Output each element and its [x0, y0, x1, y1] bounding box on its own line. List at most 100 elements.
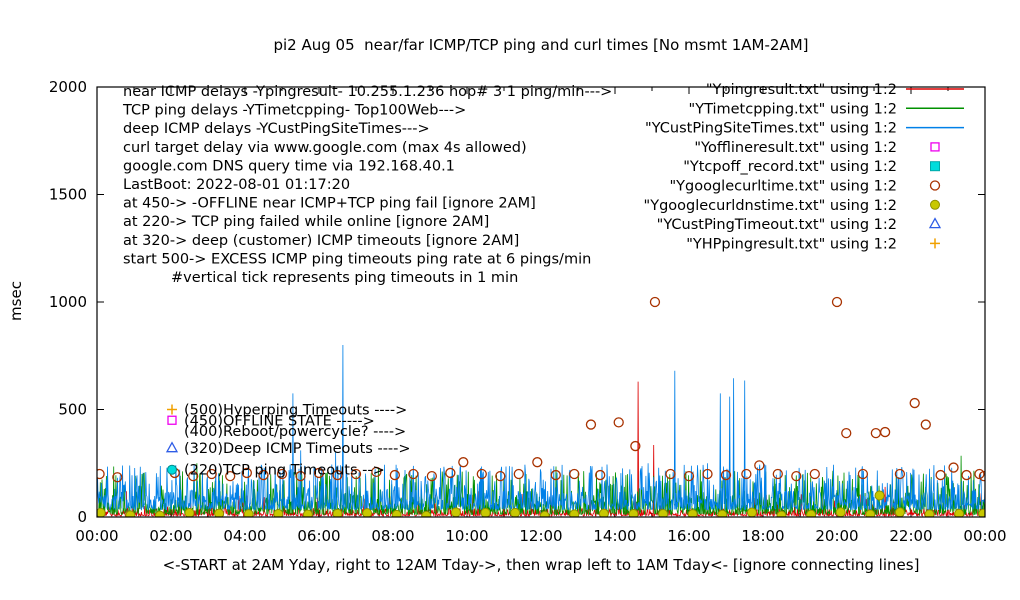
- circle-filled-marker: [954, 508, 965, 517]
- circle-open-marker: [665, 468, 676, 480]
- circle-open-marker: [585, 419, 597, 430]
- series-layer: [97, 296, 985, 517]
- circle-open-marker: [702, 468, 713, 480]
- circle-filled-marker: [628, 509, 639, 517]
- legend-label: "Ygooglecurltime.txt" using 1:2: [670, 179, 898, 195]
- circle-open-marker: [350, 468, 362, 480]
- x-tick-label: 10:00: [445, 527, 488, 545]
- circle-filled-marker: [510, 507, 521, 517]
- legend-label: "Yofflineresult.txt" using 1:2: [694, 140, 897, 156]
- circle-filled-marker: [184, 507, 195, 517]
- circle-open-marker: [532, 457, 543, 468]
- circle-open-marker: [935, 469, 946, 481]
- circle-filled-marker: [746, 507, 757, 517]
- legend-label: "YCustPingTimeout.txt" using 1:2: [657, 217, 897, 233]
- circle-open-marker: [948, 462, 959, 473]
- legend-label: "YTimetcpping.txt" using 1:2: [689, 101, 897, 117]
- level-label: (320)Deep ICMP Timeouts ---->: [184, 441, 411, 457]
- series-Ygooglecurldnstime.txt: [97, 490, 985, 517]
- circle-filled-marker: [569, 509, 580, 517]
- level-label: (450)OFFLINE STATE ----->: [184, 413, 375, 429]
- circle-filled-marker: [776, 510, 787, 517]
- circle-filled-marker: [450, 507, 461, 517]
- info-line: at 220-> TCP ping failed while online [i…: [123, 214, 489, 230]
- circle-open-marker: [894, 468, 906, 480]
- info-line: google.com DNS query time via 192.168.40…: [123, 158, 455, 174]
- legend-item: "Ygooglecurldnstime.txt" using 1:2: [644, 198, 940, 214]
- circle-open-marker: [569, 468, 580, 480]
- legend-item: "YHPpingresult.txt" using 1:2: [686, 236, 940, 252]
- circle-filled-marker: [391, 509, 402, 517]
- circle-filled-marker: [930, 199, 940, 210]
- circle-filled-marker: [214, 508, 225, 517]
- circle-filled-marker: [865, 509, 876, 517]
- legend-item: "Ytcpoff_record.txt" using 1:2: [683, 159, 940, 175]
- circle-open-marker: [313, 467, 325, 479]
- circle-open-marker: [371, 466, 382, 478]
- circle-open-marker: [831, 296, 843, 308]
- circle-open-marker: [445, 467, 456, 479]
- annotations: near ICMP delays -Ypingresult- 10.255.1.…: [122, 84, 612, 479]
- series-YCustPingSiteTimes.txt: [97, 344, 985, 511]
- info-line: at 450-> -OFFLINE near ICMP+TCP ping fai…: [123, 196, 536, 212]
- circle-filled-marker: [598, 508, 609, 517]
- circle-open-marker: [841, 427, 852, 439]
- circle-filled-marker: [154, 510, 165, 517]
- legend: "Ypingresult.txt" using 1:2 "YTimetcpping…: [644, 82, 964, 252]
- circle-open-marker: [476, 468, 487, 480]
- info-line: TCP ping delays -YTimetcpping- Top100Web…: [122, 103, 466, 119]
- legend-label: "Ygooglecurldnstime.txt" using 1:2: [644, 198, 897, 214]
- circle-open-marker: [332, 469, 343, 481]
- circle-open-marker: [295, 470, 306, 482]
- info-line: LastBoot: 2022-08-01 01:17:20: [123, 177, 350, 193]
- circle-open-marker: [978, 471, 985, 482]
- circle-open-marker: [206, 468, 217, 480]
- circle-open-marker: [683, 470, 695, 482]
- x-tick-label: 14:00: [593, 527, 636, 545]
- x-tick-label: 00:00: [963, 527, 1006, 545]
- circle-filled-marker: [924, 509, 935, 517]
- circle-open-marker: [754, 460, 765, 471]
- triangle-open-marker: [928, 217, 942, 229]
- info-line: near ICMP delays -Ypingresult- 10.255.1.…: [123, 84, 612, 100]
- legend-label: "Ytcpoff_record.txt" using 1:2: [683, 159, 897, 175]
- square-open-marker: [167, 415, 177, 425]
- square-open-marker: [930, 142, 940, 152]
- circle-open-marker: [961, 469, 972, 481]
- circle-filled-marker: [806, 509, 817, 517]
- circle-open-marker: [870, 427, 881, 439]
- circle-open-marker: [879, 426, 891, 438]
- circle-filled-marker: [480, 507, 491, 517]
- circle-open-marker: [613, 417, 624, 428]
- circle-open-marker: [389, 469, 401, 481]
- circle-open-marker: [188, 470, 199, 482]
- x-tick-label: 04:00: [223, 527, 266, 545]
- x-axis-label: <-START at 2AM Yday, right to 12AM Tday-…: [162, 556, 920, 574]
- circle-filled-marker: [302, 509, 313, 517]
- circle-filled-marker: [894, 507, 905, 517]
- circle-open-marker: [772, 468, 783, 480]
- circle-filled-marker: [362, 508, 373, 517]
- circle-open-marker: [550, 469, 561, 481]
- circle-open-marker: [225, 470, 236, 482]
- circle-open-marker: [458, 457, 469, 468]
- info-line: start 500-> EXCESS ICMP ping timeouts pi…: [123, 251, 591, 267]
- level-label: (220)TCP ping Timeouts -->: [184, 463, 385, 479]
- circle-filled-marker: [167, 464, 177, 475]
- chart-title: pi2 Aug 05 near/far ICMP/TCP ping and cu…: [273, 36, 809, 54]
- circle-filled-marker: [658, 509, 669, 517]
- circle-open-marker: [595, 469, 606, 481]
- circle-open-marker: [495, 470, 506, 482]
- x-tick-label: 22:00: [889, 527, 932, 545]
- y-tick-label: 2000: [49, 78, 87, 96]
- triangle-open-marker: [165, 441, 179, 453]
- circle-filled-marker: [273, 509, 284, 517]
- square-filled-marker: [930, 161, 940, 172]
- legend-label: "YCustPingSiteTimes.txt" using 1:2: [645, 121, 897, 137]
- circle-open-marker: [649, 296, 661, 308]
- plot-border: [96, 86, 986, 518]
- circle-filled-marker: [97, 507, 106, 517]
- y-tick-label: 1000: [49, 293, 87, 311]
- x-tick-label: 20:00: [815, 527, 858, 545]
